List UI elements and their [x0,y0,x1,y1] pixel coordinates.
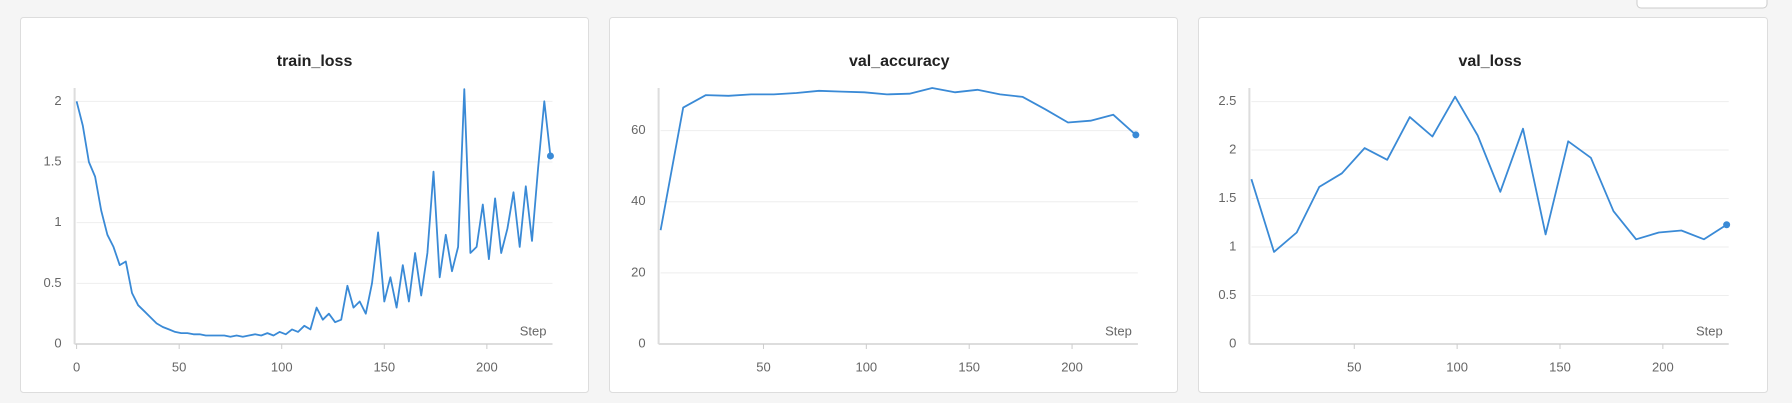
y-tick-label: 1.5 [44,153,62,168]
x-tick-label: 150 [958,359,980,374]
y-tick-label: 40 [631,193,645,208]
y-tick-label: 1 [1229,238,1236,253]
last-point [546,152,554,160]
y-tick-label: 1.5 [1218,190,1236,205]
panel [1198,17,1768,393]
x-tick-label: 200 [1652,359,1674,374]
series-line [659,87,1137,231]
x-tick-label: 100 [855,359,877,374]
x-tick-label: 50 [756,359,770,374]
chart-title: val_accuracy [849,53,950,70]
y-tick-label: 2.5 [1218,93,1236,108]
y-tick-label: 20 [631,264,645,279]
x-tick-label: 150 [1549,359,1571,374]
y-tick-label: 0 [638,335,645,350]
y-tick-label: 2 [54,93,61,108]
series-line [1250,95,1728,253]
y-tick-label: 60 [631,122,645,137]
y-tick-label: 0 [54,335,61,350]
x-tick-label: 50 [172,359,186,374]
y-tick-label: 2 [1229,141,1236,156]
x-tick-label: 200 [1061,359,1083,374]
y-tick-label: 0.5 [44,275,62,290]
panel [609,17,1178,393]
top-button[interactable] [1636,0,1768,9]
series-line [75,88,552,338]
x-axis-label: Step [1696,323,1723,338]
last-point [1723,221,1731,229]
x-axis-label: Step [520,323,547,338]
x-axis-label: Step [1105,323,1132,338]
x-tick-label: 200 [476,359,498,374]
x-tick-label: 0 [73,359,80,374]
y-tick-label: 1 [54,214,61,229]
last-point [1132,131,1140,139]
x-tick-label: 100 [271,359,293,374]
y-tick-label: 0.5 [1218,287,1236,302]
x-tick-label: 100 [1446,359,1468,374]
chart-title: val_loss [1458,53,1521,70]
y-tick-label: 0 [1229,335,1236,350]
panel [20,17,589,393]
x-tick-label: 50 [1347,359,1361,374]
x-tick-label: 150 [373,359,395,374]
chart-title: train_loss [277,53,353,70]
